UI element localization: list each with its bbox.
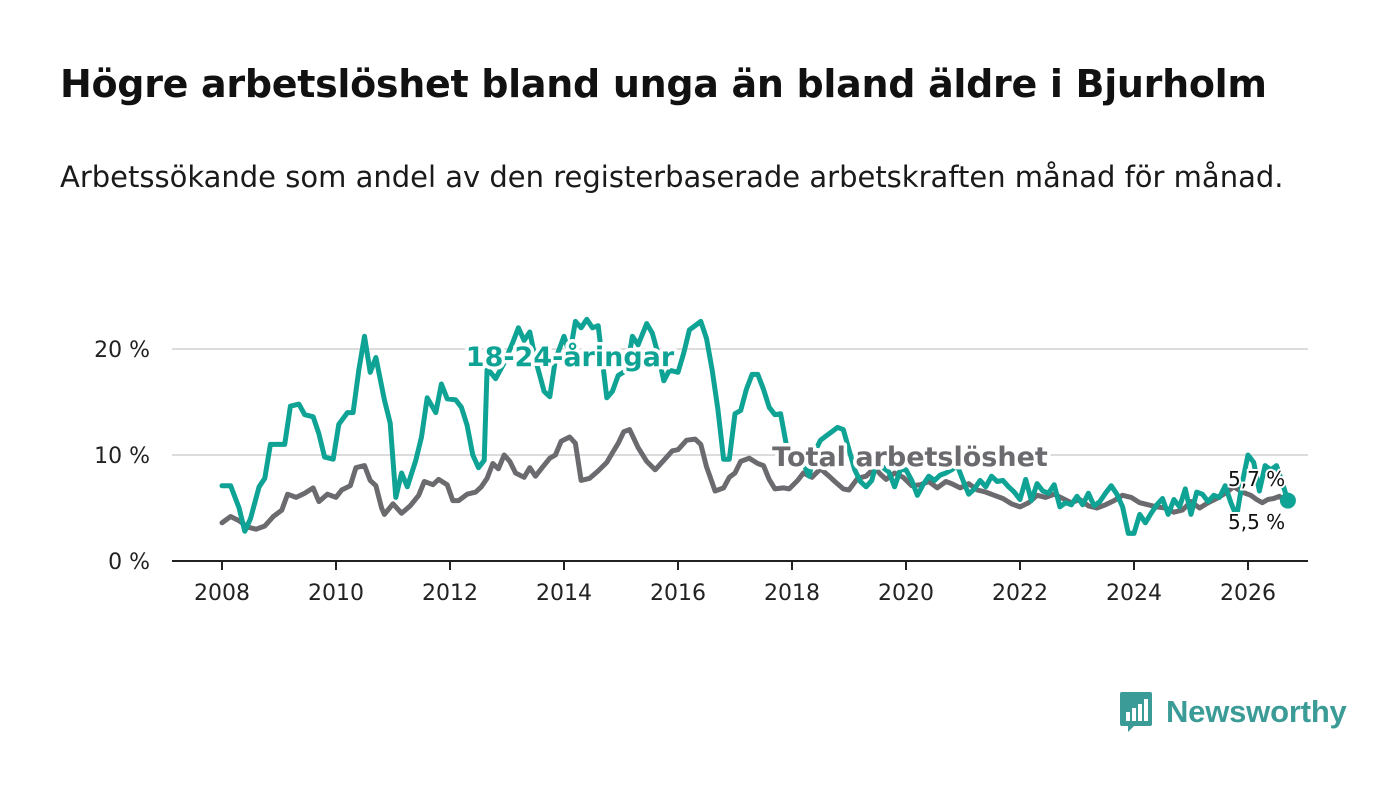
- x-tick-label: 2026: [1220, 581, 1276, 606]
- grid-lines: [172, 348, 1308, 456]
- total-series-label: Total arbetslöshet: [772, 442, 1048, 473]
- x-tick-label: 2022: [992, 581, 1048, 606]
- youth-end-point: [1279, 492, 1296, 509]
- labels: Total arbetslöshet 18-24-åringar 5,7 % 5,5 …: [462, 338, 1287, 537]
- x-tick-label: 2024: [1106, 581, 1162, 606]
- youth-end-value-label: 5,7 %: [1228, 467, 1285, 491]
- bar-chart-logo-icon: [1120, 692, 1152, 732]
- y-tick-label: 10 %: [94, 444, 150, 469]
- total-end-value-label: 5,5 %: [1228, 510, 1285, 534]
- y-tick-label: 20 %: [94, 338, 150, 363]
- total-unemployment-line: [219, 427, 1291, 532]
- x-tick-label: 2014: [536, 581, 592, 606]
- brand-name: Newsworthy: [1166, 694, 1347, 729]
- chart-title: Högre arbetslöshet bland unga än bland ä…: [60, 62, 1267, 106]
- axes: 0 % 10 % 20 % 2008 2010 2012 2014 2016 2018 2020 2…: [94, 338, 1308, 606]
- youth-unemployment-line: [219, 316, 1291, 536]
- x-tick-label: 2020: [878, 581, 934, 606]
- x-tick-label: 2012: [422, 581, 478, 606]
- series: [219, 316, 1296, 536]
- x-tick-label: 2010: [308, 581, 364, 606]
- y-tick-label: 0 %: [108, 550, 150, 575]
- newsworthy-logo: Newsworthy: [1118, 690, 1347, 734]
- x-tick-label: 2018: [764, 581, 820, 606]
- x-tick-label: 2008: [194, 581, 250, 606]
- chart-subtitle: Arbetssökande som andel av den registerb…: [60, 160, 1284, 194]
- youth-series-label: 18-24-åringar: [466, 341, 675, 373]
- x-tick-label: 2016: [650, 581, 706, 606]
